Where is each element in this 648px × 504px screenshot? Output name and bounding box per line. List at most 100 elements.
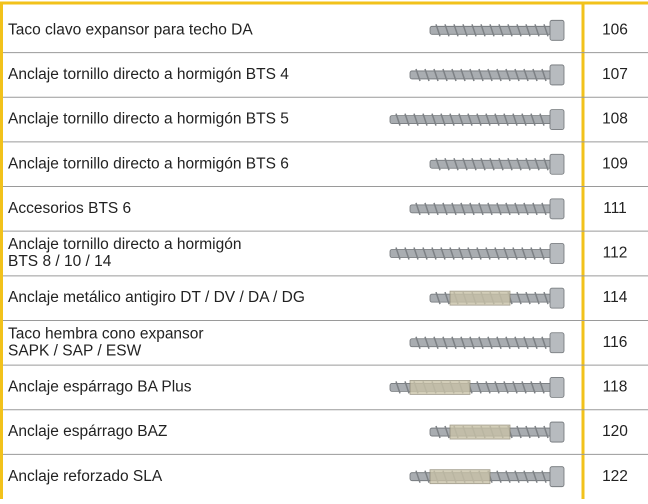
product-thread xyxy=(453,157,459,171)
product-head xyxy=(549,153,565,175)
product-thread xyxy=(395,381,401,394)
table-row: Anclaje tornillo directo a hormigón BTS … xyxy=(8,109,628,130)
product-thread xyxy=(505,68,511,82)
page-number: 116 xyxy=(603,334,628,351)
product-thread xyxy=(395,247,401,260)
product-thread xyxy=(467,113,473,126)
product-thread xyxy=(525,425,531,439)
product-thread xyxy=(415,336,421,350)
product-thread xyxy=(505,470,511,483)
product-thread xyxy=(435,157,441,171)
product-thread xyxy=(431,247,437,260)
product-thread xyxy=(523,470,529,483)
product-thread xyxy=(494,381,500,394)
product-thread xyxy=(404,381,410,394)
page-number: 118 xyxy=(603,379,628,396)
product-thread xyxy=(514,336,520,350)
product-thread xyxy=(543,291,549,305)
product-thread xyxy=(532,202,538,216)
product-thread xyxy=(460,202,466,216)
product-thread xyxy=(415,68,421,82)
product-thread xyxy=(512,247,518,260)
product-thread xyxy=(476,247,482,260)
product-thread xyxy=(485,381,491,394)
product-thread xyxy=(523,68,529,82)
table-row: Taco clavo expansor para techo DA 106 xyxy=(8,19,628,41)
product-thread xyxy=(480,24,486,37)
product-thread xyxy=(485,247,491,260)
product-thread xyxy=(505,336,511,350)
product-thread xyxy=(523,202,529,216)
product-thread xyxy=(413,247,419,260)
product-thread xyxy=(444,425,450,439)
page-number: 114 xyxy=(603,289,628,306)
product-head xyxy=(549,332,565,354)
product-name: Anclaje espárrago BAZ xyxy=(8,423,167,440)
product-thread xyxy=(458,247,464,260)
product-thread xyxy=(435,425,441,439)
product-thread xyxy=(442,68,448,82)
product-thread xyxy=(539,247,545,260)
page-number: 111 xyxy=(603,200,627,217)
product-name: Taco clavo expansor para techo DA xyxy=(8,21,253,38)
product-thread xyxy=(424,202,430,216)
product-thread xyxy=(530,113,536,126)
product-thread xyxy=(451,202,457,216)
product-thread xyxy=(453,24,459,37)
product-name: Anclaje tornillo directo a hormigón BTS … xyxy=(8,111,289,128)
product-thread xyxy=(503,113,509,126)
product-thread xyxy=(487,336,493,350)
product-thread xyxy=(489,157,495,171)
product-thread xyxy=(521,247,527,260)
product-thread xyxy=(541,202,547,216)
product-thread xyxy=(442,336,448,350)
product-thread xyxy=(494,247,500,260)
product-thread xyxy=(469,68,475,82)
product-thread xyxy=(496,202,502,216)
product-thread xyxy=(435,24,441,37)
product-thread xyxy=(530,247,536,260)
product-thread xyxy=(516,425,522,439)
product-name: Anclaje tornillo directo a hormigón xyxy=(8,236,241,253)
product-thread xyxy=(516,291,522,305)
product-head xyxy=(549,421,565,443)
product-head xyxy=(549,466,565,488)
product-head xyxy=(549,198,565,220)
product-thread xyxy=(543,24,549,37)
product-thread xyxy=(415,470,421,483)
product-thread xyxy=(471,157,477,171)
product-thread xyxy=(507,157,513,171)
product-head xyxy=(549,377,565,398)
product-sleeve xyxy=(409,380,471,395)
product-thread xyxy=(487,68,493,82)
page-number: 112 xyxy=(603,245,628,262)
product-sleeve xyxy=(449,290,511,306)
product-thread xyxy=(516,24,522,37)
product-thread xyxy=(460,68,466,82)
product-thread xyxy=(471,24,477,37)
product-name: Anclaje tornillo directo a hormigón BTS … xyxy=(8,155,289,172)
product-thread xyxy=(476,113,482,126)
product-thread xyxy=(523,336,529,350)
table-row: Anclaje tornillo directo a hormigón BTS … xyxy=(8,153,628,175)
product-thread xyxy=(534,24,540,37)
product-thread xyxy=(449,247,455,260)
product-thread xyxy=(478,202,484,216)
product-thread xyxy=(451,68,457,82)
table-row: Anclaje metálico antigiro DT / DV / DA /… xyxy=(8,287,628,309)
table-row: Accesorios BTS 6 111 xyxy=(8,198,627,220)
product-thread xyxy=(512,381,518,394)
product-head xyxy=(549,19,565,41)
product-thread xyxy=(444,24,450,37)
product-name: BTS 8 / 10 / 14 xyxy=(8,253,112,270)
page-number: 106 xyxy=(602,21,628,38)
product-name: Anclaje espárrago BA Plus xyxy=(8,379,192,396)
table-row: Anclaje espárrago BAZ 120 xyxy=(8,421,628,443)
product-thread xyxy=(496,470,502,483)
product-thread xyxy=(525,157,531,171)
product-thread xyxy=(424,470,430,483)
product-thread xyxy=(424,336,430,350)
product-thread xyxy=(433,202,439,216)
product-thread xyxy=(532,68,538,82)
